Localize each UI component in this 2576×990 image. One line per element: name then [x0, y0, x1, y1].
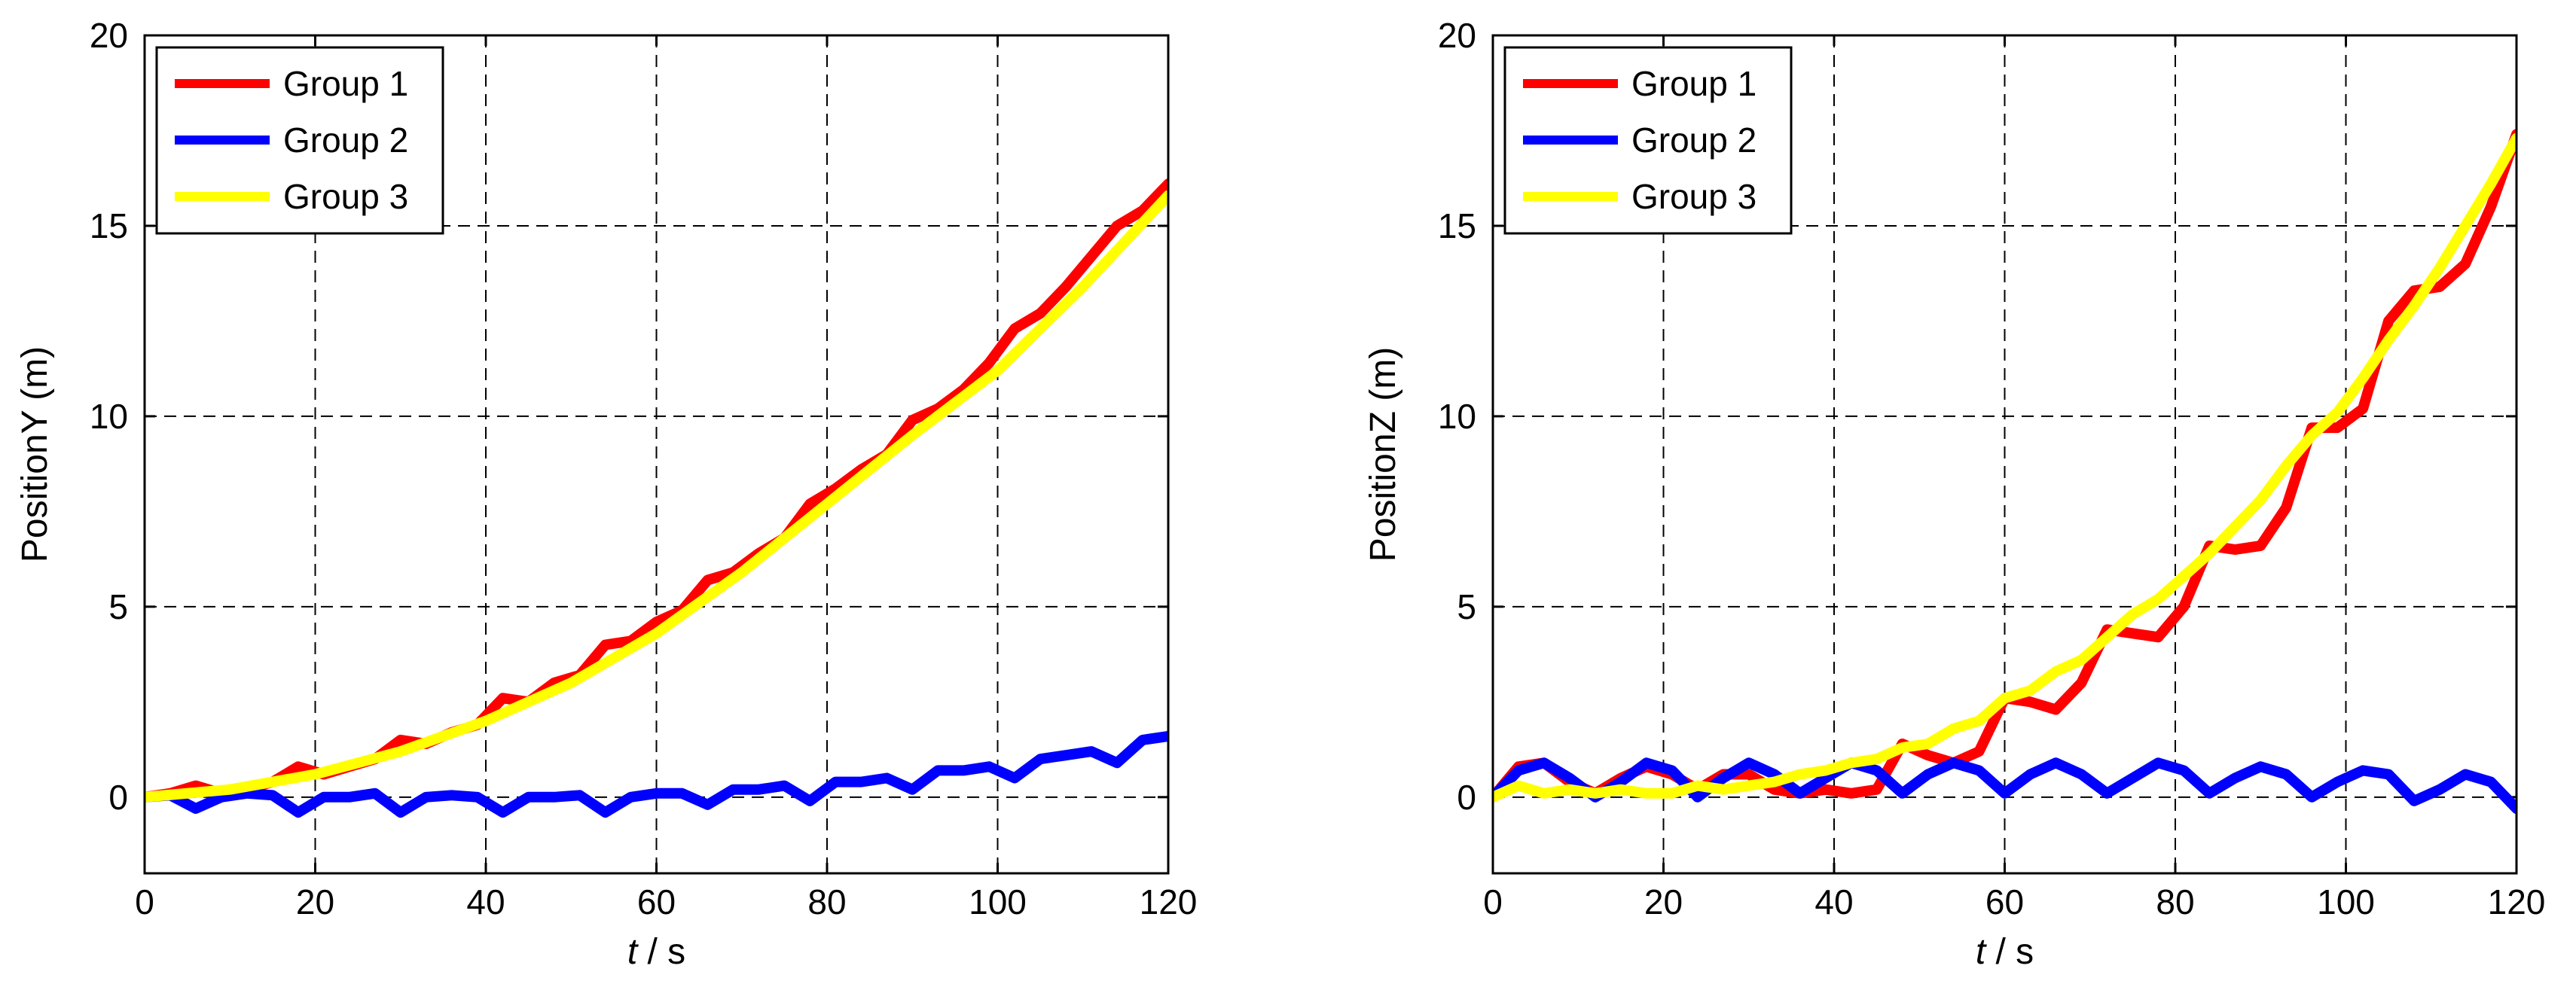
x-tick-label: 120 — [1140, 882, 1198, 921]
x-axis-label: t / s — [627, 932, 685, 972]
y-tick-label: 10 — [90, 397, 128, 436]
x-tick-label: 100 — [2317, 882, 2375, 921]
y-tick-label: 5 — [1457, 587, 1476, 626]
y-axis-label: PositionY (m) — [15, 346, 55, 562]
legend-label: Group 3 — [283, 177, 408, 216]
x-tick-label: 60 — [1985, 882, 2024, 921]
x-tick-label: 100 — [969, 882, 1027, 921]
y-tick-label: 15 — [90, 206, 128, 245]
x-tick-label: 120 — [2488, 882, 2546, 921]
legend-label: Group 2 — [1631, 120, 1757, 160]
x-tick-label: 0 — [135, 882, 154, 921]
figure: 0 20 40 60 80 100 12005101520t / sPositionY (m… — [0, 0, 2576, 990]
chart-right: 0 20 40 60 80 100 120 0 5 10 15 20 t / s PositionZ (m… — [1363, 16, 2545, 972]
x-axis-label: t / s — [1976, 932, 2034, 972]
x-tick-label: 40 — [1814, 882, 1853, 921]
y-tick-label: 5 — [108, 587, 128, 626]
y-tick-label: 10 — [1438, 397, 1476, 436]
y-tick-label: 0 — [108, 778, 128, 817]
legend: Group 1 Group 2 Group 3 — [1505, 47, 1791, 233]
x-tick-label: 0 — [1483, 882, 1503, 921]
y-tick-label: 15 — [1438, 206, 1476, 245]
legend: Group 1 Group 2 Group 3 — [157, 47, 443, 233]
x-tick-label: 40 — [466, 882, 505, 921]
x-tick-label: 20 — [1644, 882, 1683, 921]
x-axis-unit: / s — [637, 932, 685, 972]
x-tick-label: 80 — [807, 882, 846, 921]
y-tick-label: 0 — [1457, 778, 1476, 817]
chart-left: 0 20 40 60 80 100 120 0 5 10 15 20 t / s PositionY (m… — [15, 16, 1197, 972]
y-tick-label: 20 — [1438, 16, 1476, 55]
x-tick-label: 20 — [296, 882, 334, 921]
y-axis-label: PositionZ (m) — [1363, 347, 1403, 562]
x-tick-label: 80 — [2156, 882, 2194, 921]
legend-label: Group 2 — [283, 120, 408, 160]
legend-label: Group 1 — [283, 64, 408, 103]
y-tick-label: 20 — [90, 16, 128, 55]
x-tick-label: 60 — [637, 882, 676, 921]
x-axis-unit: / s — [1985, 932, 2034, 972]
legend-label: Group 3 — [1631, 177, 1757, 216]
legend-label: Group 1 — [1631, 64, 1757, 103]
